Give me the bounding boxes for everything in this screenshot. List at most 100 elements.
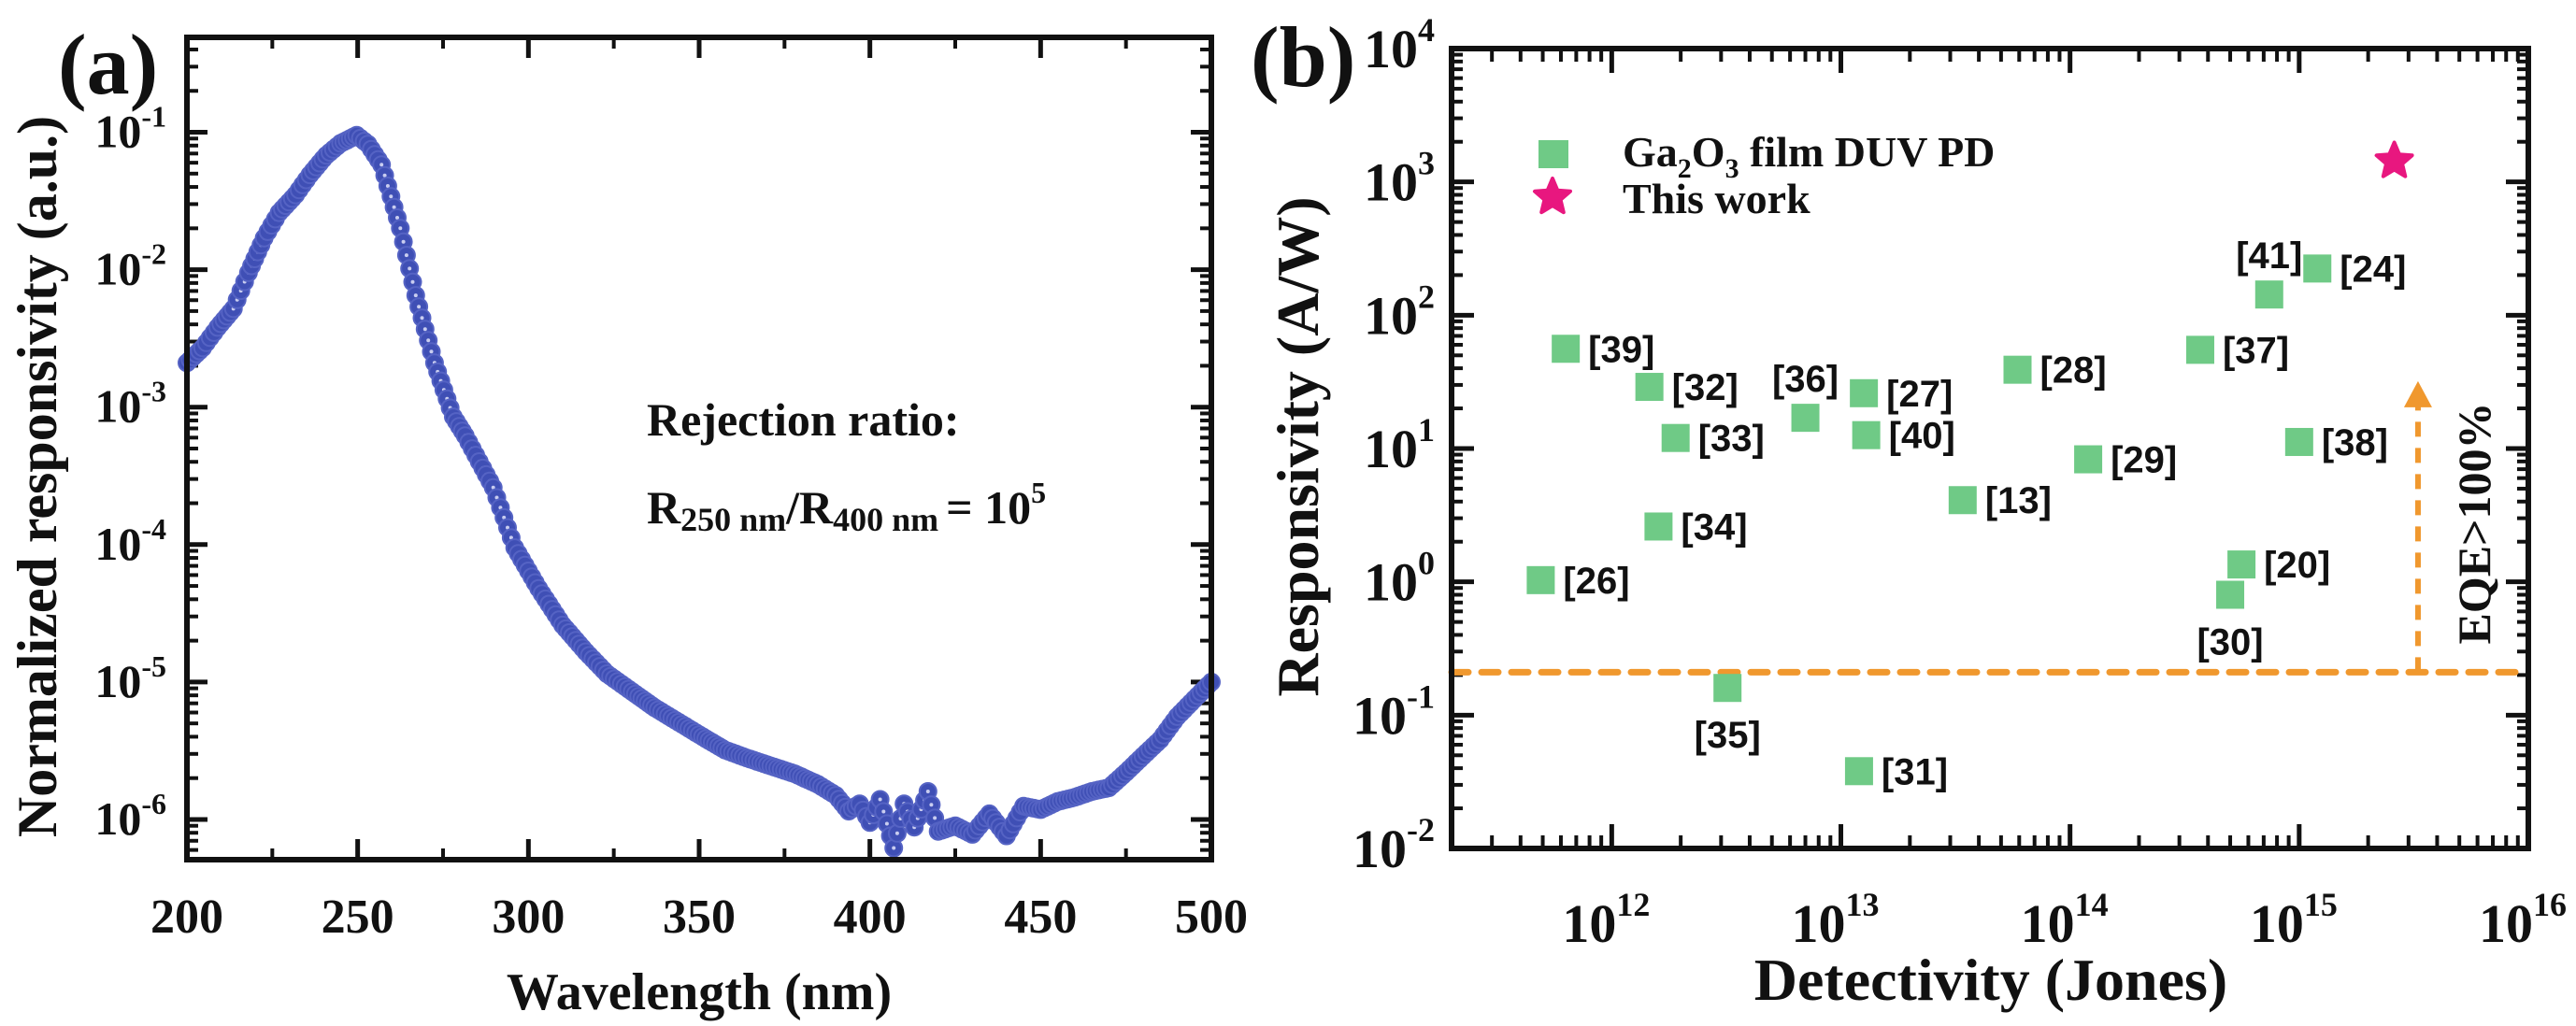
square-marker-icon	[1948, 486, 1977, 515]
r2: R	[799, 481, 834, 534]
square-marker-icon	[1661, 423, 1690, 452]
data-point-highlight	[426, 338, 431, 343]
rejection-ratio-title: Rejection ratio:	[647, 393, 960, 446]
data-point-highlight	[508, 535, 513, 540]
eqe-annotation: EQE>100%	[2448, 402, 2500, 644]
data-point-highlight	[382, 173, 387, 178]
x-tick-label: 1014	[2021, 886, 2109, 954]
reference-label: [41]	[2236, 235, 2302, 277]
y-tick-label: 104	[1364, 11, 1435, 79]
reference-label: [33]	[1698, 419, 1765, 460]
square-marker-icon	[1526, 565, 1555, 594]
r2-sub: 400 nm	[833, 501, 938, 538]
x-tick-label: 1015	[2250, 886, 2338, 954]
star-marker-icon	[2374, 140, 2414, 178]
data-point-highlight	[881, 809, 886, 814]
y-tick-label: 100	[1364, 545, 1435, 613]
y-tick-label: 10-1	[94, 100, 166, 158]
panel-a-ylabel: Normalized responsivity (a.u.)	[7, 116, 68, 837]
data-point-highlight	[929, 803, 934, 807]
square-marker-icon	[1644, 512, 1673, 541]
data-point-highlight	[878, 797, 882, 802]
data-point: [24]	[2303, 249, 2406, 290]
x-tick-label: 400	[834, 891, 907, 944]
y-tick-label: 10-2	[1352, 811, 1435, 879]
x-tick-label: 300	[492, 891, 565, 944]
legend-label-ga2o3: Ga2O3 film DUV PD	[1623, 128, 1995, 184]
data-point-highlight	[491, 485, 495, 490]
y-tick-label: 10-5	[94, 649, 166, 707]
square-marker-icon	[1552, 335, 1581, 363]
reference-label: [28]	[2040, 350, 2107, 392]
x-tick-label: 200	[150, 891, 223, 944]
panel-a-tick-labels: 200 250 300 350 400 450 500 10-6 10-5 10-4 10-3 10-…	[94, 100, 1248, 944]
data-point-highlight	[392, 205, 396, 209]
rejection-ratio-formula: R250 nm/R400 nm = 105	[647, 476, 1046, 538]
x-tick-label: 500	[1175, 891, 1248, 944]
square-marker-icon	[1635, 373, 1664, 402]
panel-b-reference-lines	[1448, 380, 2532, 676]
y-tick-label: 10-1	[1352, 677, 1435, 746]
data-point: [41]	[2236, 235, 2302, 309]
data-point: [26]	[1526, 561, 1630, 602]
square-marker-icon	[2227, 550, 2256, 579]
y-tick-label: 102	[1364, 278, 1435, 346]
reference-label: [13]	[1985, 480, 2052, 521]
data-point-highlight	[379, 163, 384, 167]
x-tick-label: 1013	[1792, 886, 1880, 954]
y-tick-label: 10-6	[94, 787, 166, 845]
y-tick-label: 103	[1364, 145, 1435, 213]
panel-b-data-points: [39] [32] [33] [34] [26] [35] [36] [27][40] [31]…	[1526, 140, 2414, 792]
x-tick-label: 350	[663, 891, 736, 944]
data-point-highlight	[385, 184, 390, 188]
data-point-highlight	[498, 506, 503, 510]
square-marker-icon	[2003, 355, 2032, 384]
square-marker-icon	[1713, 674, 1742, 703]
data-point-highlight	[404, 253, 408, 258]
x-tick-label: 1012	[1562, 886, 1650, 954]
square-marker-icon	[1791, 404, 1820, 433]
reference-label: [37]	[2223, 330, 2289, 371]
panel-b-xlabel: Detectivity (Jones)	[1754, 947, 2227, 1013]
x-tick-label: 450	[1004, 891, 1077, 944]
y-tick-label: 10-2	[94, 237, 166, 295]
reference-label: [24]	[2340, 249, 2406, 290]
data-point: [34]	[1644, 506, 1748, 548]
reference-label: [40]	[1889, 416, 1955, 457]
square-marker-icon	[2303, 254, 2332, 283]
panel-a-xlabel: Wavelength (nm)	[507, 963, 892, 1021]
x-tick-label: 1016	[2479, 886, 2567, 954]
data-point-highlight	[894, 831, 899, 835]
panel-a-frame	[184, 35, 1214, 862]
square-marker-icon	[1850, 378, 1879, 407]
data-point-highlight	[401, 239, 406, 244]
data-point: [35]	[1695, 674, 1761, 756]
reference-label: [20]	[2264, 545, 2330, 586]
legend-label-this-work: This work	[1623, 175, 1810, 222]
y-tick-label: 101	[1364, 411, 1435, 479]
data-point-highlight	[933, 816, 937, 820]
reference-label: [26]	[1563, 561, 1629, 602]
reference-label: [30]	[2197, 621, 2263, 663]
data-point-highlight	[884, 821, 889, 826]
square-marker-icon	[2284, 427, 2313, 456]
panel-b: (b) Responsivity (A/W) Detectivity (Jone…	[1251, 9, 2567, 1013]
exponent: 5	[1031, 476, 1046, 509]
data-point: [39]	[1552, 329, 1654, 370]
legend-square-icon	[1538, 140, 1568, 168]
data-point: [38]	[2284, 422, 2388, 463]
panel-b-ylabel: Responsivity (A/W)	[1265, 196, 1331, 696]
legend-star-icon	[1533, 177, 1572, 215]
reference-label: [34]	[1681, 506, 1747, 548]
reference-label: [35]	[1695, 715, 1761, 756]
r1: R	[647, 481, 681, 534]
data-point-highlight	[389, 194, 394, 199]
square-marker-icon	[2216, 580, 2245, 609]
data-point-highlight	[417, 305, 422, 309]
reference-label: [29]	[2111, 440, 2177, 481]
panel-a: (a) Normalized responsivity (a.u.) Wavel…	[7, 17, 1248, 1021]
data-point-highlight	[892, 846, 896, 850]
square-marker-icon	[1852, 420, 1881, 449]
data-point-highlight	[506, 525, 509, 530]
reference-label: [38]	[2322, 422, 2388, 463]
